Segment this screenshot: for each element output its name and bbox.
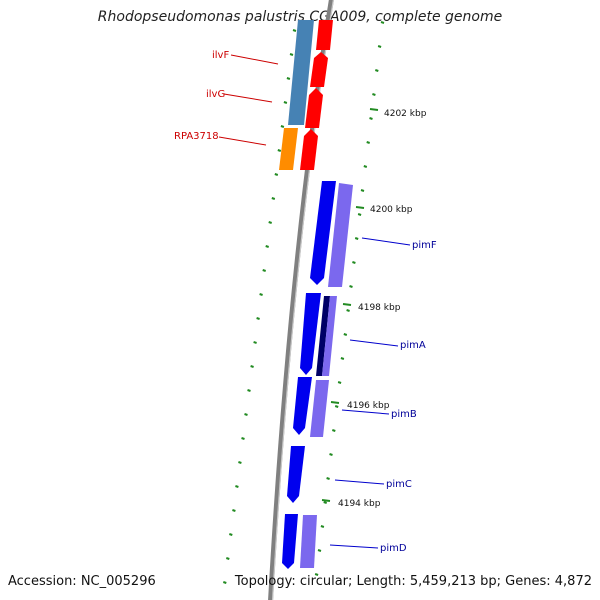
gene-arrow-pimC xyxy=(287,446,305,503)
label-pimA: pimA xyxy=(349,339,426,351)
gene-label-ilvG: ilvG xyxy=(206,89,225,100)
tick-mark xyxy=(352,261,356,264)
label-ilvF: ilvF xyxy=(212,50,279,65)
tick-mark xyxy=(259,293,263,296)
gene-label-pimB: pimB xyxy=(391,409,417,420)
tick-mark xyxy=(380,21,385,24)
tick-mark xyxy=(317,549,322,552)
tick-mark xyxy=(331,429,336,432)
tick-mark xyxy=(283,101,288,104)
tick-mark xyxy=(286,77,291,80)
tick-mark xyxy=(253,341,257,344)
tick-mark xyxy=(268,221,273,224)
tick-mark xyxy=(289,53,294,56)
tick-mark xyxy=(274,173,279,176)
gene-group-reverse-outer xyxy=(279,20,314,170)
tick-mark xyxy=(334,405,339,408)
tick-mark xyxy=(277,149,282,152)
gene-block-pimD xyxy=(300,515,317,568)
tick-mark xyxy=(354,237,359,240)
scale-4200: 4200 kbp xyxy=(355,205,413,215)
scale-4198: 4198 kbp xyxy=(342,303,401,313)
tick-mark xyxy=(235,485,239,488)
gene-arrow-pimD xyxy=(282,514,298,569)
tick-mark xyxy=(343,333,348,336)
gene-arrow xyxy=(305,88,323,128)
tick-mark xyxy=(280,125,285,128)
gene-label-pimA: pimA xyxy=(400,340,426,351)
tick-marks xyxy=(222,21,385,584)
tick-mark xyxy=(349,285,353,288)
tick-mark xyxy=(314,573,319,576)
tick-mark xyxy=(369,117,373,120)
map-title: Rhodopseudomonas palustris CGA009, compl… xyxy=(97,9,503,25)
gene-label-ilvF: ilvF xyxy=(212,50,229,61)
gene-arrow xyxy=(300,129,318,170)
tick-mark xyxy=(337,381,342,384)
gene-label-pimD: pimD xyxy=(380,543,407,554)
gene-arrow-pimB xyxy=(293,377,312,435)
gene-block-pimB xyxy=(310,380,329,437)
tick-mark xyxy=(366,141,371,144)
tick-mark xyxy=(232,509,236,512)
gene-label-RPA3718: RPA3718 xyxy=(174,131,219,142)
scale-label: 4200 kbp xyxy=(370,205,413,215)
gene-arrow xyxy=(310,52,328,87)
tick-mark xyxy=(241,437,245,440)
tick-mark xyxy=(357,213,362,216)
gene-arrow xyxy=(316,20,333,50)
gene-group-forward xyxy=(300,20,333,170)
tick-mark xyxy=(372,93,376,96)
tick-mark xyxy=(363,165,368,168)
label-pimF: pimF xyxy=(361,237,437,251)
tick-mark xyxy=(340,357,345,360)
tick-mark xyxy=(320,525,325,528)
tick-mark xyxy=(265,245,270,248)
gene-block xyxy=(288,20,314,125)
tick-mark xyxy=(329,453,333,456)
tick-mark xyxy=(374,69,379,72)
tick-mark xyxy=(225,557,230,560)
gene-arrow-pimF xyxy=(310,181,336,285)
gene-block-pimF xyxy=(328,183,353,287)
accession-text: Accession: NC_005296 xyxy=(8,574,156,589)
tick-mark xyxy=(346,309,350,312)
tick-mark xyxy=(323,501,328,504)
label-ilvG: ilvG xyxy=(206,89,273,103)
gene-block-pimA xyxy=(322,296,337,376)
tick-mark xyxy=(222,581,227,584)
scale-4202: 4202 kbp xyxy=(369,108,427,119)
scale-4196: 4196 kbp xyxy=(330,401,390,411)
gene-group-pim xyxy=(282,181,353,569)
tick-mark xyxy=(247,389,251,392)
scale-label: 4198 kbp xyxy=(358,303,401,313)
scale-4194: 4194 kbp xyxy=(321,499,381,509)
gene-label-pimC: pimC xyxy=(386,479,412,490)
label-pimD: pimD xyxy=(329,543,407,554)
gene-label-pimF: pimF xyxy=(412,240,437,251)
label-RPA3718: RPA3718 xyxy=(174,131,267,146)
tick-mark xyxy=(238,461,242,464)
tick-mark xyxy=(326,477,330,480)
tick-mark xyxy=(292,29,297,32)
gene-block xyxy=(279,128,298,170)
tick-mark xyxy=(244,413,248,416)
tick-mark xyxy=(360,189,365,192)
label-pimC: pimC xyxy=(334,479,412,490)
scale-label: 4194 kbp xyxy=(338,499,381,509)
tick-mark xyxy=(228,533,233,536)
scale-label: 4202 kbp xyxy=(384,109,427,119)
gene-block-pimA-dark xyxy=(316,296,330,376)
gene-arrow-pimA xyxy=(300,293,321,375)
tick-mark xyxy=(262,269,267,272)
tick-mark xyxy=(256,317,260,320)
scale-label: 4196 kbp xyxy=(347,401,390,411)
topology-text: Topology: circular; Length: 5,459,213 bp… xyxy=(234,574,592,589)
tick-mark xyxy=(377,45,382,48)
label-pimB: pimB xyxy=(341,409,417,420)
tick-mark xyxy=(250,365,254,368)
tick-mark xyxy=(271,197,276,200)
